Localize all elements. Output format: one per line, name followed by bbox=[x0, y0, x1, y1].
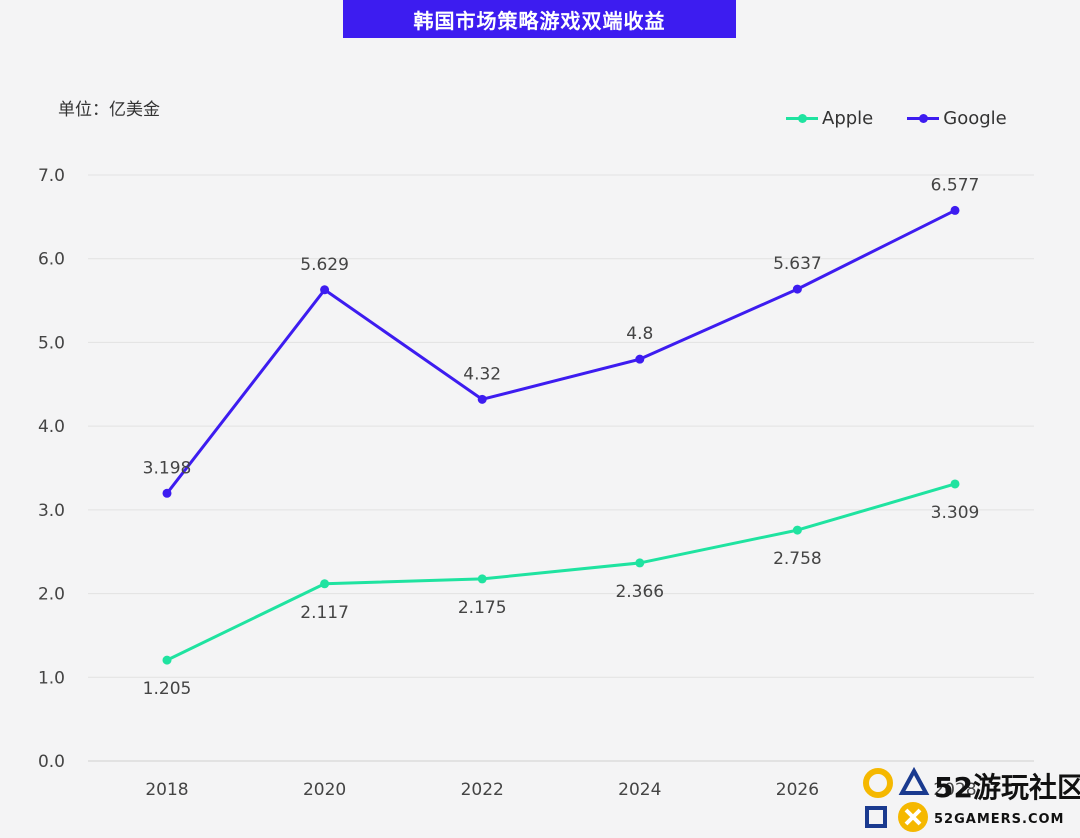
data-point-google-2020 bbox=[320, 285, 330, 295]
x-tick-label-2026: 2026 bbox=[776, 780, 819, 800]
data-label-apple-2024: 2.366 bbox=[615, 582, 664, 602]
data-label-google-2022: 4.32 bbox=[463, 364, 501, 384]
y-tick-label-4.0: 4.0 bbox=[38, 417, 65, 437]
legend-label-google: Google bbox=[943, 107, 1007, 129]
data-label-apple-2018: 1.205 bbox=[143, 679, 192, 699]
data-point-google-2024 bbox=[635, 354, 645, 364]
x-tick-label-2028: 2028 bbox=[933, 780, 976, 800]
data-label-google-2026: 5.637 bbox=[773, 254, 822, 274]
y-tick-label-6.0: 6.0 bbox=[38, 250, 65, 270]
x-tick-label-2022: 2022 bbox=[461, 780, 504, 800]
series-line-apple bbox=[166, 482, 956, 662]
data-point-apple-2018 bbox=[162, 655, 172, 665]
data-point-apple-2024 bbox=[635, 558, 645, 568]
data-point-google-2026 bbox=[792, 284, 802, 294]
legend-swatch-apple bbox=[786, 113, 818, 123]
data-label-apple-2020: 2.117 bbox=[300, 603, 349, 623]
y-tick-label-1.0: 1.0 bbox=[38, 668, 65, 688]
y-tick-label-0.0: 0.0 bbox=[38, 752, 65, 772]
data-label-apple-2026: 2.758 bbox=[773, 549, 822, 569]
data-label-google-2020: 5.629 bbox=[300, 255, 349, 275]
data-point-apple-2026 bbox=[792, 525, 802, 535]
x-tick-label-2020: 2020 bbox=[303, 780, 346, 800]
y-tick-label-2.0: 2.0 bbox=[38, 585, 65, 605]
legend-swatch-google bbox=[907, 113, 940, 123]
x-tick-label-2018: 2018 bbox=[145, 780, 188, 800]
data-point-apple-2020 bbox=[320, 579, 330, 589]
series-line-google bbox=[165, 209, 956, 495]
data-label-apple-2028: 3.309 bbox=[931, 503, 980, 523]
y-tick-label-7.0: 7.0 bbox=[38, 166, 65, 186]
watermark-text: 52游玩社区 bbox=[934, 771, 1080, 804]
legend-item-apple[interactable]: Apple bbox=[786, 108, 873, 129]
chart-title: 韩国市场策略游戏双端收益 bbox=[343, 0, 736, 38]
data-label-google-2028: 6.577 bbox=[931, 175, 980, 195]
unit-label: 单位：亿美金 bbox=[58, 100, 160, 120]
legend-item-google[interactable]: Google bbox=[907, 107, 1007, 129]
y-tick-label-5.0: 5.0 bbox=[38, 333, 65, 353]
gamepad-logo-icon bbox=[863, 766, 930, 832]
legend-label-apple: Apple bbox=[822, 107, 874, 129]
data-point-google-2028 bbox=[950, 205, 960, 215]
data-point-apple-2028 bbox=[950, 479, 960, 489]
x-tick-label-2024: 2024 bbox=[618, 780, 661, 800]
legend: Apple Google bbox=[786, 105, 1007, 131]
data-point-google-2022 bbox=[477, 394, 487, 404]
y-tick-label-3.0: 3.0 bbox=[38, 501, 65, 521]
watermark-logo: 52游玩社区 52GAMERS.COM bbox=[862, 766, 1080, 836]
data-point-apple-2022 bbox=[477, 574, 487, 584]
watermark-url: 52GAMERS.COM bbox=[934, 812, 1065, 827]
data-label-google-2024: 4.8 bbox=[626, 324, 653, 344]
data-label-google-2018: 3.198 bbox=[143, 458, 192, 478]
data-label-apple-2022: 2.175 bbox=[458, 598, 507, 618]
data-point-google-2018 bbox=[162, 488, 172, 498]
